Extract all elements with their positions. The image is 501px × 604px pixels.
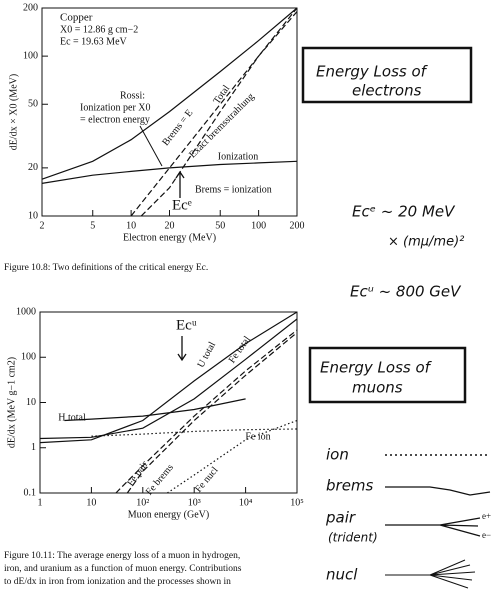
series-line [126,332,298,494]
annotation: X0 = 12.86 g cm−2 [60,24,138,35]
note-text: muons [352,379,403,397]
x-tick-label: 200 [290,220,305,231]
note-text: Ecᵉ ~ 20 MeV [352,203,456,221]
note-text: e− [482,530,491,540]
sketch-nucl [385,559,476,589]
x-tick-label: 10 [86,497,96,508]
annotation: Brems = ionization [195,184,272,195]
arrow [175,170,185,198]
x-tick-label: 50 [215,220,225,231]
caption: iron, and uranium as a function of muon … [4,563,242,574]
y-tick-label: 200 [23,2,38,13]
annotation: Copper [60,12,93,24]
series-label: Ionization [218,151,259,162]
annotation: Ionization per X0 [80,102,151,113]
sketch-pair [385,517,481,537]
note-box [301,46,473,104]
series-line [39,311,298,444]
y-tick-label: 100 [21,352,36,363]
y-tick-label: 0.1 [24,487,37,498]
series-line [140,11,298,217]
y-tick-label: 100 [23,50,38,61]
series-label: Fe total [227,334,254,365]
caption: to dE/dx in iron from ionization and the… [4,576,231,587]
note-text: Energy Loss of [316,63,429,81]
x-tick-label: 10⁵ [290,497,304,508]
annotation: Ec = 19.63 MeV [60,36,128,47]
x-tick-label: 20 [165,220,175,231]
arrow [139,125,163,167]
series-line [115,329,298,494]
caption: Figure 10.8: Two definitions of the crit… [4,262,208,273]
note-text: (trident) [328,531,378,545]
caption: Figure 10.11: The average energy loss of… [4,550,240,561]
x-tick-label: 10⁴ [239,497,253,508]
series-label: U total [196,340,219,370]
note-text: pair [325,509,356,527]
y-axis-label: dE/dx × X0 (MeV) [8,74,19,150]
annotation: Ecᵉ [172,197,192,213]
sketch-brems [385,486,491,496]
note-text: × (mμ/me)² [388,235,464,250]
note-text: ion [326,446,349,464]
y-tick-label: 1000 [16,306,36,317]
annotation: Ecᵘ [176,317,197,333]
x-tick-label: 2 [40,220,45,231]
annotation: Rossi: [120,90,145,101]
x-tick-label: 10 [126,220,136,231]
y-tick-label: 20 [28,162,38,173]
annotation: = electron energy [80,114,150,125]
x-tick-label: 5 [90,220,95,231]
note-text: Energy Loss of [320,359,433,377]
x-tick-label: 10³ [188,497,201,508]
note-text: e+ [482,511,491,521]
x-tick-label: 1 [38,497,43,508]
y-tick-label: 50 [28,99,38,110]
y-tick-label: 10 [26,397,36,408]
note-box [308,346,467,404]
note-text: brems [326,477,374,495]
series-line [39,318,298,440]
series-line [41,7,298,180]
x-axis-label: Muon energy (GeV) [128,509,209,520]
series-label: Fe pair [125,459,150,489]
series-label: H total [58,412,86,423]
y-tick-label: 1 [31,442,36,453]
series-label: Fe nucl [193,465,221,495]
x-axis-label: Electron energy (MeV) [123,232,216,243]
series-line [64,398,246,422]
arrow [177,336,187,362]
y-axis-label: dE/dx (MeV g−1 cm2) [6,357,17,448]
series-line [41,160,298,184]
note-text: nucl [326,566,358,584]
series-line [166,419,298,494]
x-tick-label: 10² [136,497,149,508]
series-line [130,7,298,217]
series-label: Fe ion [245,431,270,442]
note-text: electrons [352,82,422,100]
note-text: Ecᵘ ~ 800 GeV [350,283,462,301]
y-tick-label: 10 [28,210,38,221]
x-tick-label: 100 [251,220,266,231]
